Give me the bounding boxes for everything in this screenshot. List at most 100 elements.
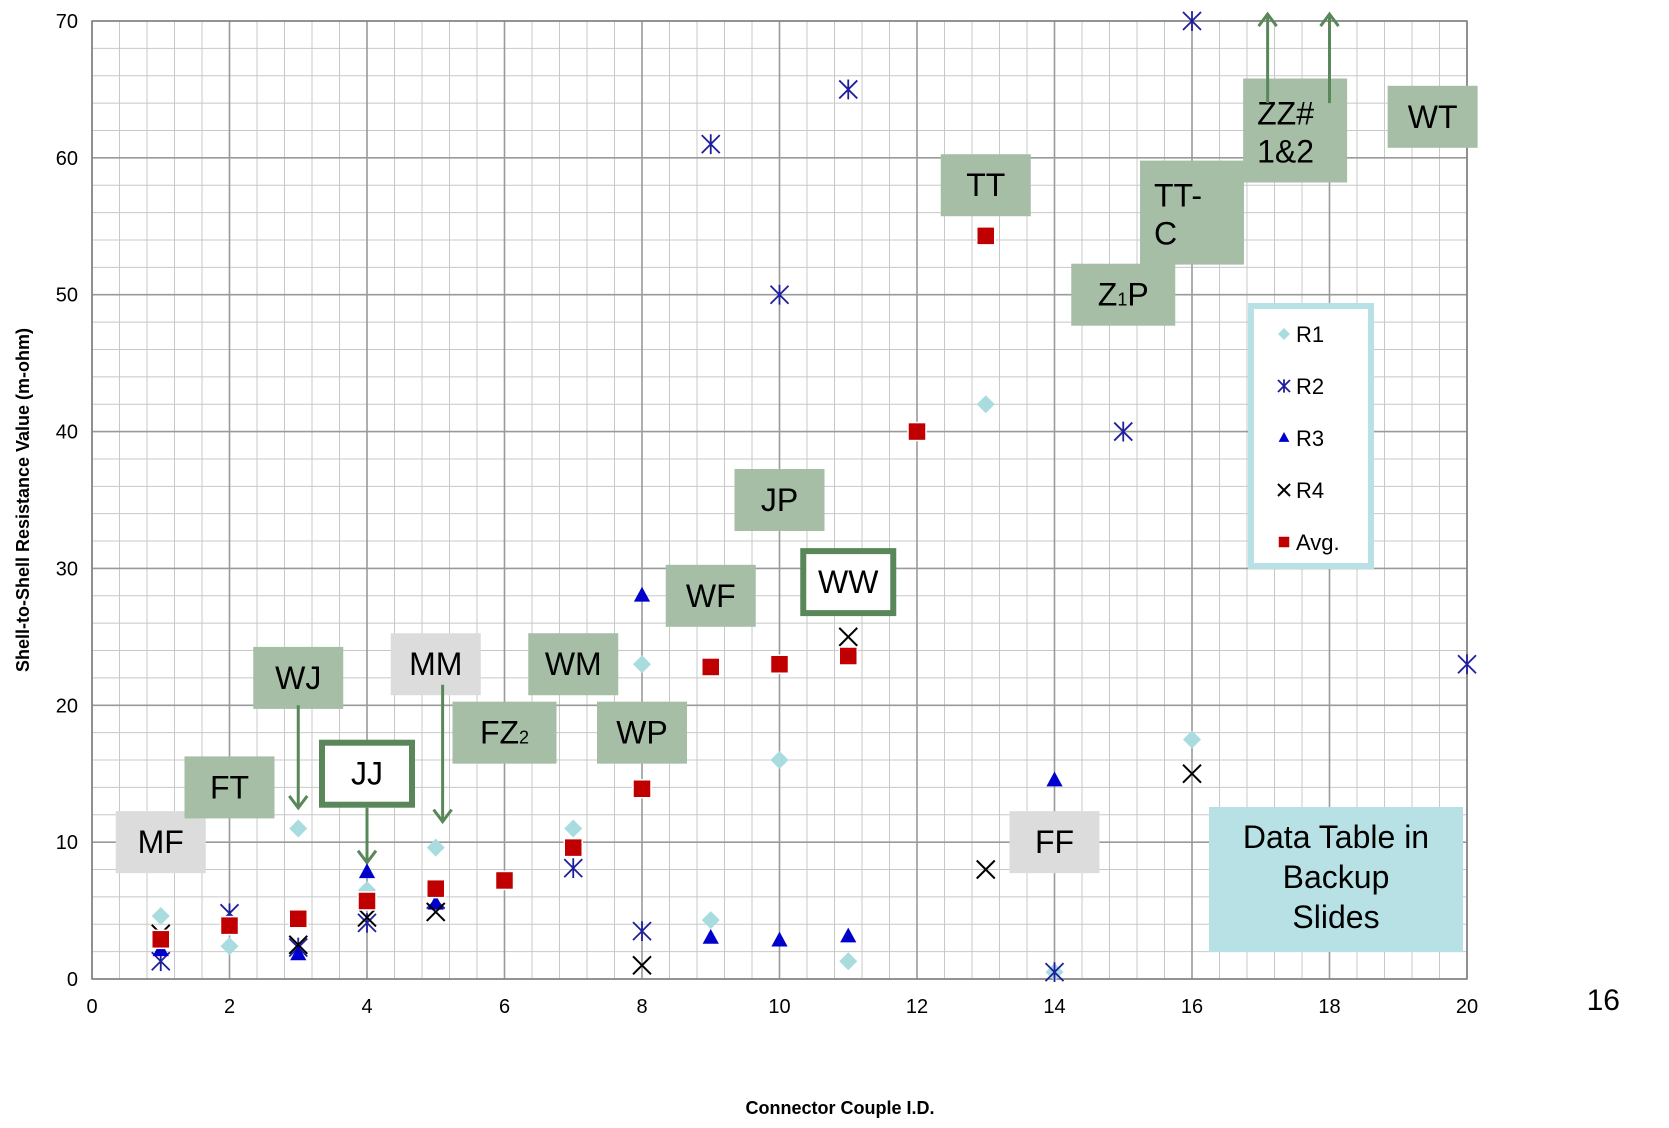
annotation-box [528,633,619,696]
annotation-ft: FT [184,756,275,819]
annotation-zp: Z1P [1071,263,1176,326]
point-r2 [1044,962,1065,983]
annotation-text: WF [686,578,736,614]
point-r4 [632,955,652,976]
backup-note-box [1209,807,1463,952]
y-tick-label: 40 [56,422,78,444]
point-r3 [702,928,719,944]
legend-label: Avg. [1296,530,1340,555]
annotation-ww: WW [800,548,897,617]
y-axis-title: Shell-to-Shell Resistance Value (m-ohm) [13,328,33,672]
annotation-text-line2: 1&2 [1257,133,1314,169]
annotation-text: TT- [1154,178,1202,214]
x-axis-title: Connector Couple I.D. [746,1098,935,1118]
point-r2 [1182,11,1202,31]
x-tick-label: 10 [768,996,790,1018]
x-tick-label: 18 [1318,996,1340,1018]
annotation-text: Z1P [1098,277,1149,313]
arrow-mm-head [432,808,453,825]
annotation-wp: WP [597,701,687,764]
point-r3 [290,945,307,961]
x-axis-ticks: 0 2 4 6 8 10 12 14 16 18 20 [86,996,1478,1018]
backup-note: Data Table in Backup Slides [1209,807,1463,952]
annotation-box [184,756,275,819]
y-tick-label: 30 [56,558,78,580]
annotation-text: FT [210,769,249,805]
arrow-zz-1-head [1257,11,1278,28]
annotation-text: WJ [275,660,321,696]
x-tick-label: 20 [1456,996,1478,1018]
point-r1 [564,819,583,838]
x-tick-label: 4 [361,996,372,1018]
point-r1 [701,911,720,930]
point-r2 [838,79,858,100]
annotation-text: WM [545,646,602,682]
point-r3 [358,863,376,879]
x-tick-label: 12 [906,996,928,1018]
annotation-subscript: 1 [1117,290,1127,310]
annotation-tt: TT-C [1140,160,1244,265]
annotation-box [319,739,415,808]
annotation-text: FF [1035,824,1074,860]
annotation-subscript: 2 [519,728,529,748]
legend: R1 R2 R3 R4 Avg. [1248,303,1374,569]
annotation-text: ZZ# [1257,95,1314,131]
annotation-text: WP [616,715,668,751]
annotation-mm: MM [390,633,481,696]
legend-label: R2 [1296,374,1324,399]
annotation-wj: WJ [253,646,344,709]
point-r1 [1183,730,1201,749]
annotation-box [1071,263,1176,326]
point-r3 [1046,771,1063,787]
point-r2 [563,858,583,879]
point-avg [838,646,858,666]
annotation-wm: WM [528,633,619,696]
annotation-fz: FZ2 [452,701,557,764]
annotation-wt: WT [1387,85,1478,148]
y-tick-label: 70 [56,11,78,33]
point-avg [976,226,996,246]
legend-marker-r4 [1277,483,1291,497]
point-r1 [220,937,239,956]
annotation-text: FZ2 [480,715,529,751]
annotation-text-line2: C [1154,216,1177,252]
point-r3 [840,927,857,943]
legend-label: R1 [1296,322,1324,347]
backup-note-line: Data Table in [1243,819,1429,855]
point-r1 [426,838,445,857]
annotation-arrows [288,11,1340,866]
x-tick-label: 14 [1043,996,1065,1018]
annotation-labels: MFFTWJJJMMFZ2WMWPWFJPWWTTFFZ1PTT-CZZ#1&2… [115,78,1478,874]
annotation-box [665,564,756,627]
annotation-box [1140,160,1244,265]
annotation-box [1009,811,1100,874]
y-tick-label: 10 [56,832,78,854]
point-r2 [701,134,721,155]
legend-box [1248,303,1374,569]
point-avg [357,891,377,911]
annotation-jj: JJ [319,739,415,808]
point-avg [219,915,240,936]
legend-label: R4 [1296,478,1324,503]
y-tick-label: 20 [56,695,78,717]
point-r1 [289,819,308,838]
point-r4 [426,902,446,922]
arrow-wj-head [288,795,309,811]
point-r4 [357,907,377,928]
point-r3 [771,931,788,947]
backup-note-line: Backup [1283,859,1390,895]
annotation-wf: WF [665,564,756,627]
annotation-text: TT [966,167,1005,203]
point-avg [632,779,652,799]
annotation-text: WT [1408,99,1458,135]
annotation-text: WW [818,564,879,600]
point-avg [769,654,790,674]
point-r2 [1113,421,1133,442]
x-tick-label: 16 [1181,996,1203,1018]
annotation-ff: FF [1009,811,1100,874]
y-tick-label: 0 [67,969,78,991]
data-points [151,11,1477,983]
point-r1 [633,655,651,674]
page-number: 16 [1587,984,1620,1017]
